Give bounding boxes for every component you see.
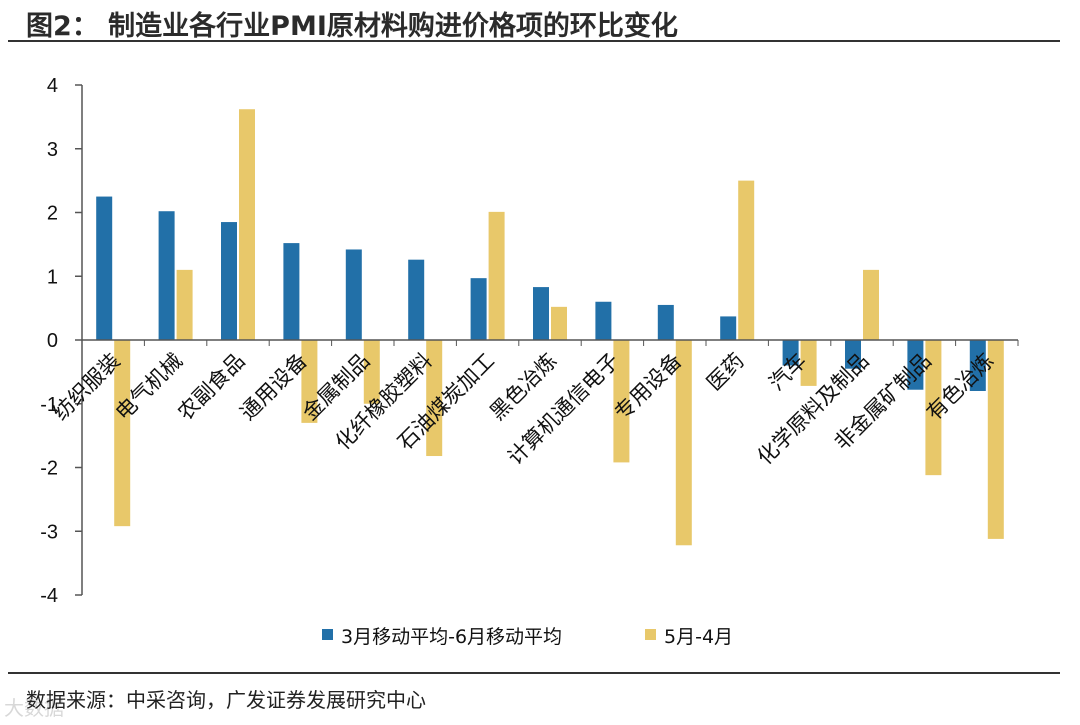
category-label: 医药 [702, 349, 749, 396]
y-tick-label: 4 [47, 75, 58, 97]
category-label: 通用设备 [236, 349, 312, 425]
bar-series-1-12 [845, 340, 861, 369]
bar-series-1-2 [221, 222, 237, 340]
legend-swatch-series-1 [322, 629, 333, 640]
bar-series-1-10 [720, 316, 737, 340]
category-label: 计算机通信电子 [503, 349, 624, 470]
y-tick-label: 3 [47, 139, 58, 161]
bar-series-1-9 [657, 304, 674, 340]
y-tick-label: -2 [40, 458, 58, 480]
bar-series-1-5 [408, 259, 425, 340]
legend-label-series-2: 5月-4月 [664, 626, 733, 648]
bar-series-2-3 [301, 340, 318, 423]
bar-series-2-11 [800, 340, 817, 386]
bar-series-1-4 [345, 249, 362, 340]
bar-series-1-1 [158, 211, 175, 340]
bar-series-1-11 [782, 340, 799, 366]
category-label: 纺织服装 [48, 349, 124, 425]
bar-series-2-2 [239, 109, 255, 340]
watermark: 大数据 [4, 696, 64, 720]
chart-title: 图2： 制造业各行业PMI原材料购进价格项的环比变化 [26, 11, 678, 42]
bar-series-2-12 [863, 269, 879, 340]
y-tick-label: 0 [47, 330, 58, 352]
bar-series-1-14 [969, 340, 986, 391]
bar-series-1-13 [907, 340, 924, 390]
bar-series-1-7 [533, 287, 549, 340]
y-tick-label: -4 [40, 585, 58, 607]
bar-series-2-9 [675, 340, 692, 546]
bar-series-2-5 [426, 340, 443, 457]
bar-series-2-14 [987, 340, 1004, 539]
legend-swatch-series-2 [645, 629, 656, 640]
bottom-divider [8, 672, 1060, 674]
category-label: 农副食品 [173, 349, 249, 425]
bar-series-2-6 [488, 211, 505, 340]
y-tick-label: 2 [47, 203, 58, 225]
legend-label-series-1: 3月移动平均-6月移动平均 [341, 626, 562, 648]
bar-series-1-6 [470, 278, 487, 340]
y-tick-label: 1 [47, 266, 58, 288]
y-tick-label: -1 [40, 394, 58, 416]
bar-series-2-0 [114, 340, 131, 527]
bar-series-2-8 [613, 340, 630, 463]
top-divider [8, 40, 1060, 42]
source-note: 数据来源：中采咨询，广发证券发展研究中心 [26, 688, 426, 712]
y-tick-label: -3 [40, 521, 58, 543]
bar-series-2-10 [738, 180, 755, 340]
bar-series-1-3 [283, 243, 300, 340]
bar-series-2-7 [551, 306, 567, 340]
bar-series-2-1 [176, 269, 193, 340]
bar-series-2-4 [363, 340, 380, 404]
bar-series-1-0 [96, 196, 113, 340]
bar-series-1-8 [595, 301, 612, 340]
bar-series-2-13 [925, 340, 942, 476]
